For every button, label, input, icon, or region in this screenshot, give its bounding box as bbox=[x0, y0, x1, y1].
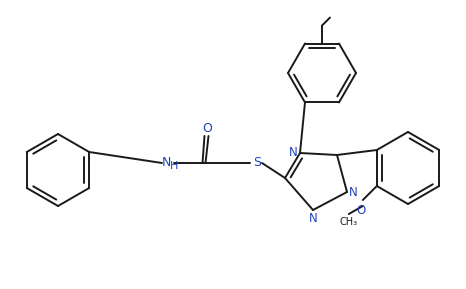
Text: O: O bbox=[356, 203, 365, 216]
Text: O: O bbox=[202, 123, 212, 136]
Text: N: N bbox=[289, 145, 298, 158]
Text: N: N bbox=[161, 157, 171, 170]
Text: CH₃: CH₃ bbox=[340, 217, 358, 227]
Text: H: H bbox=[170, 161, 178, 171]
Text: N: N bbox=[308, 212, 317, 225]
Text: N: N bbox=[349, 186, 358, 199]
Text: S: S bbox=[253, 157, 261, 170]
